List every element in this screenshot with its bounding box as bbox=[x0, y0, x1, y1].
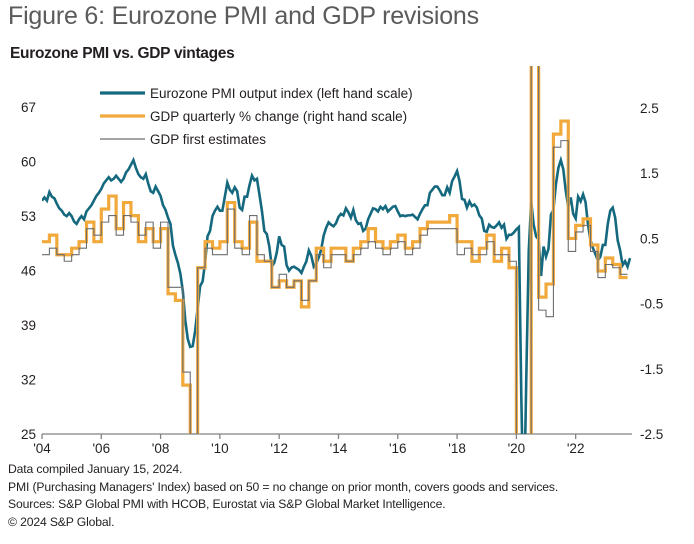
legend-label-1: Eurozone PMI output index (left hand sca… bbox=[150, 86, 413, 101]
x-axis-tick-label: '08 bbox=[152, 441, 170, 456]
left-axis-tick-label: 46 bbox=[21, 264, 36, 279]
right-axis-tick-label: ‐0.5 bbox=[640, 297, 663, 312]
chart-plot-area: 67 60 53 46 39 32 25 2.5 1.5 0.5 ‐0.5 ‐1.5 ‐2.5 '04 '0… bbox=[21, 66, 663, 456]
legend-label-3: GDP first estimates bbox=[150, 132, 266, 147]
legend-label-2: GDP quarterly % change (right hand scale… bbox=[150, 109, 407, 124]
x-axis-tick-label: '06 bbox=[92, 441, 110, 456]
x-axis-tick-label: '12 bbox=[270, 441, 288, 456]
figure-caption: Figure 6: Eurozone PMI and GDP revisions bbox=[8, 2, 479, 30]
series-line-2 bbox=[42, 66, 628, 434]
x-axis-tick-label: '22 bbox=[567, 441, 585, 456]
left-axis-tick-label: 32 bbox=[21, 373, 36, 388]
left-axis-tick-label: 39 bbox=[21, 318, 36, 333]
footnotes: Data compiled January 15, 2024. PMI (Pur… bbox=[8, 461, 688, 531]
right-axis-tick-label: ‐2.5 bbox=[640, 427, 663, 442]
right-axis-tick-label: ‐1.5 bbox=[640, 362, 663, 377]
left-axis-tick-label: 60 bbox=[21, 155, 36, 170]
footnote-line-3: Sources: S&P Global PMI with HCOB, Euros… bbox=[8, 497, 446, 511]
footnote-line-1: Data compiled January 15, 2024. bbox=[8, 462, 183, 476]
left-axis-tick-label: 53 bbox=[21, 209, 36, 224]
right-axis-tick-label: 2.5 bbox=[640, 101, 659, 116]
series-line-3 bbox=[42, 66, 628, 434]
footnote-line-4: © 2024 S&P Global. bbox=[8, 514, 115, 529]
x-axis-tick-label: '18 bbox=[448, 441, 466, 456]
right-axis-tick-label: 1.5 bbox=[640, 166, 659, 181]
chart-title: Eurozone PMI vs. GDP vintages bbox=[10, 45, 235, 62]
left-axis-tick-label: 25 bbox=[21, 427, 36, 442]
x-axis-tick-label: '10 bbox=[211, 441, 229, 456]
right-axis-tick-label: 0.5 bbox=[640, 231, 659, 246]
x-axis-tick-label: '16 bbox=[389, 441, 407, 456]
x-axis-tick-label: '20 bbox=[508, 441, 526, 456]
left-axis-tick-label: 67 bbox=[21, 100, 36, 115]
x-axis-tick-label: '14 bbox=[330, 441, 348, 456]
footnote-line-2: PMI (Purchasing Managers' Index) based o… bbox=[8, 479, 559, 494]
chart-svg: 67 60 53 46 39 32 25 2.5 1.5 0.5 ‐0.5 ‐1.5 ‐2.5 '04 '0… bbox=[21, 66, 663, 456]
series-group bbox=[42, 66, 632, 434]
x-axis-tick-label: '04 bbox=[33, 441, 51, 456]
